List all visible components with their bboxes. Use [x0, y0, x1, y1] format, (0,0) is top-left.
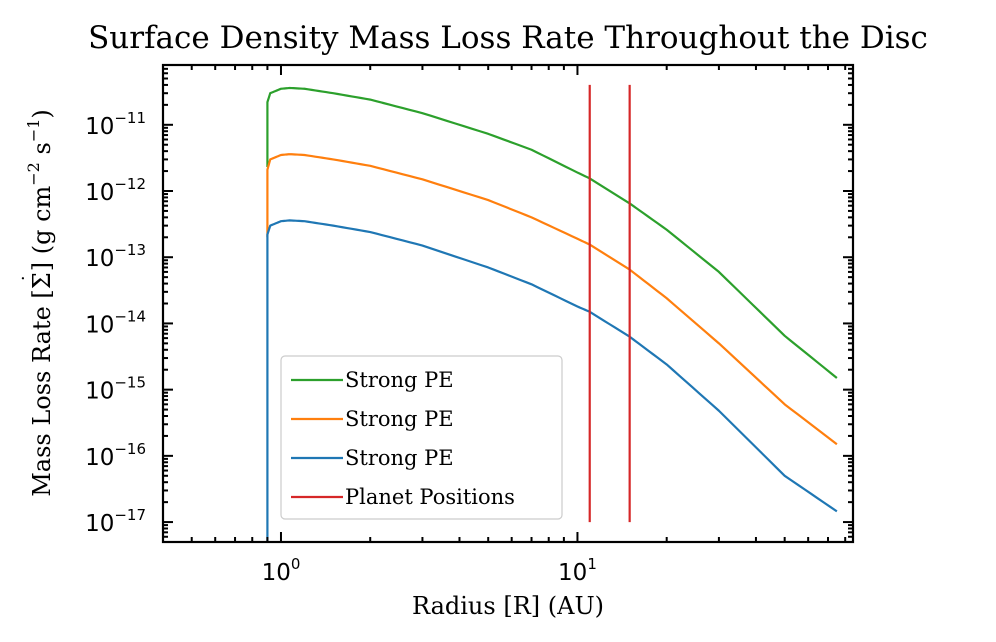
legend-label-3: Strong PE [345, 446, 454, 470]
chart-title: Surface Density Mass Loss Rate Throughou… [88, 20, 928, 56]
x-axis-label: Radius [R] (AU) [412, 592, 604, 620]
series-line-2 [266, 153, 838, 446]
x-tick-label: 100 [262, 555, 301, 586]
planet-lines-layer [588, 84, 631, 523]
series-line-1 [266, 86, 838, 379]
legend-label-2: Strong PE [345, 407, 454, 431]
y-tick-labels: 10−11 10−12 10−13 10−14 10−15 10−16 10−17 [85, 109, 146, 537]
major-ticks [163, 65, 853, 542]
legend-label-4: Planet Positions [345, 485, 515, 509]
legend: Strong PE Strong PE Strong PE Planet Positi… [280, 355, 563, 520]
y-tick-label: 10−15 [85, 374, 146, 405]
y-axis-label: Mass Loss Rate [Σ˙] (g cm−2 s−1) [18, 109, 56, 497]
y-tick-label: 10−16 [85, 440, 146, 471]
axes-frame [161, 63, 855, 544]
y-tick-label: 10−17 [85, 506, 146, 537]
series-line-3 [266, 219, 838, 542]
legend-box [280, 355, 563, 520]
y-tick-label: 10−13 [85, 241, 146, 272]
x-tick-labels: 100 101 [262, 555, 597, 586]
y-tick-label: 10−12 [85, 175, 146, 206]
plot-area [161, 63, 855, 544]
y-tick-label: 10−14 [85, 307, 146, 338]
series-layer [266, 86, 838, 542]
x-tick-label: 101 [558, 555, 597, 586]
legend-label-1: Strong PE [345, 368, 454, 392]
y-tick-label: 10−11 [85, 109, 146, 140]
legend-entries: Strong PE Strong PE Strong PE Planet Positi… [291, 368, 515, 509]
